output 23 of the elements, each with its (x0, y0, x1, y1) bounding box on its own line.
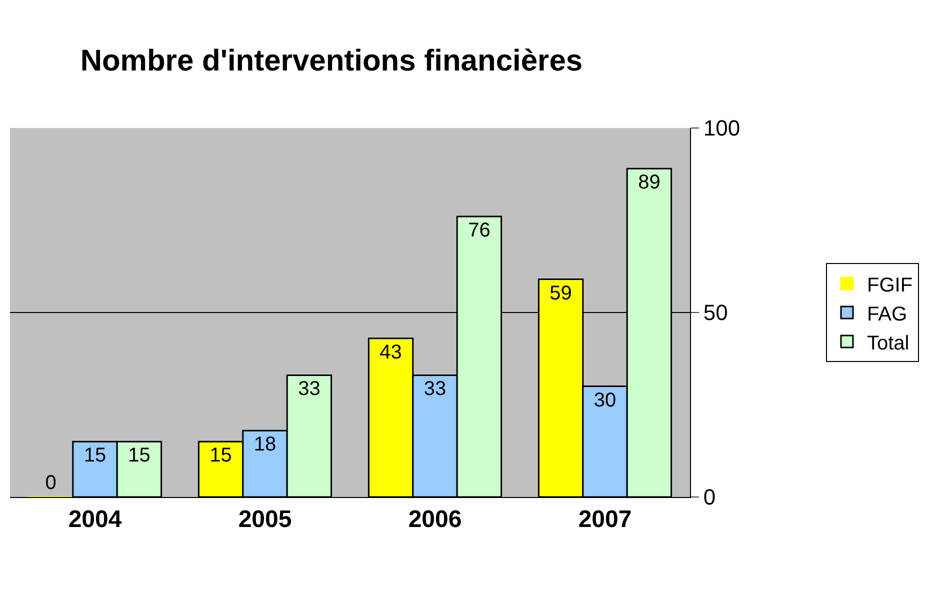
data-label: 76 (468, 220, 490, 242)
x-tick-label: 2004 (68, 506, 122, 533)
x-tick-label: 2006 (408, 506, 462, 533)
legend-label: FGIF (867, 274, 913, 296)
data-label: 15 (210, 444, 232, 467)
data-label: 33 (298, 378, 320, 400)
x-tick-label: 2005 (238, 506, 292, 533)
data-label: 43 (380, 341, 402, 364)
chart-title: Nombre d'interventions financières (80, 44, 583, 78)
data-label: 15 (84, 444, 106, 467)
data-label: 30 (594, 389, 616, 412)
data-label: 59 (550, 282, 572, 304)
data-label: 15 (128, 444, 150, 467)
y-tick-label: 0 (703, 484, 716, 510)
data-label: 33 (424, 378, 446, 400)
legend-label: FAG (867, 303, 908, 326)
y-tick-label: 50 (703, 300, 728, 326)
legend-label: Total (867, 332, 910, 354)
data-label: 18 (254, 434, 276, 456)
data-label: 0 (45, 472, 56, 494)
y-tick-label: 100 (703, 116, 740, 141)
data-label: 89 (638, 172, 660, 194)
x-tick-label: 2007 (578, 506, 632, 533)
